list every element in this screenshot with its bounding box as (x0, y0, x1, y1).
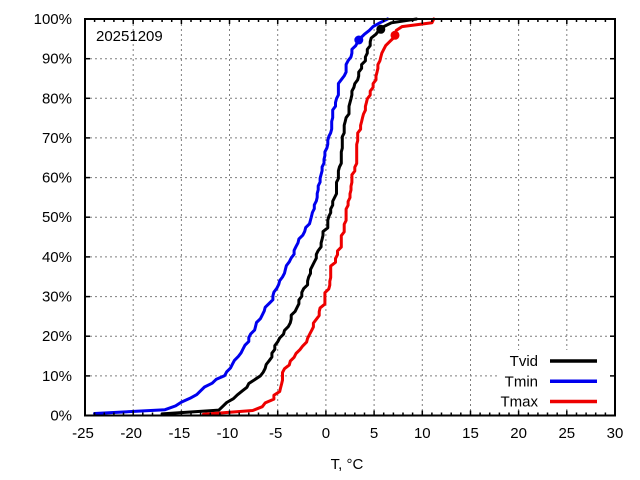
svg-text:40%: 40% (42, 249, 72, 266)
svg-text:5: 5 (370, 425, 378, 442)
svg-text:70%: 70% (42, 130, 72, 147)
svg-text:15: 15 (462, 425, 479, 442)
svg-text:50%: 50% (42, 209, 72, 226)
svg-text:60%: 60% (42, 170, 72, 187)
svg-text:80%: 80% (42, 90, 72, 107)
svg-text:-5: -5 (269, 425, 282, 442)
svg-text:10: 10 (414, 425, 431, 442)
svg-text:20251209: 20251209 (96, 28, 163, 45)
svg-text:-15: -15 (169, 425, 191, 442)
svg-text:Tmin: Tmin (505, 373, 538, 390)
svg-text:20%: 20% (42, 328, 72, 345)
svg-text:90%: 90% (42, 51, 72, 68)
svg-text:100%: 100% (34, 11, 72, 28)
svg-text:25: 25 (558, 425, 575, 442)
svg-text:T, °C: T, °C (331, 456, 364, 473)
svg-text:20: 20 (510, 425, 527, 442)
svg-text:Tvid: Tvid (510, 353, 538, 370)
svg-text:-10: -10 (217, 425, 239, 442)
svg-text:30%: 30% (42, 289, 72, 306)
svg-text:Tmax: Tmax (501, 394, 539, 411)
svg-text:-20: -20 (120, 425, 142, 442)
svg-text:0: 0 (322, 425, 330, 442)
svg-text:0%: 0% (50, 408, 72, 425)
svg-text:30: 30 (607, 425, 624, 442)
svg-text:-25: -25 (72, 425, 94, 442)
svg-text:10%: 10% (42, 368, 72, 385)
